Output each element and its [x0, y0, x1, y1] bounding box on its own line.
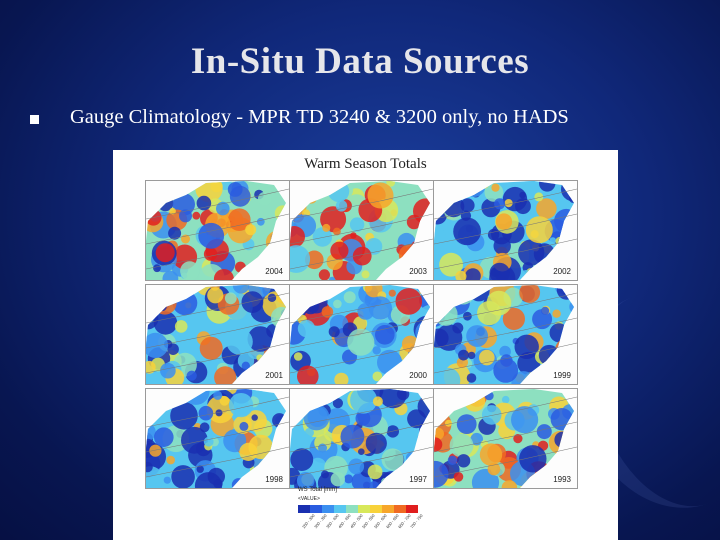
- precip-map: [290, 389, 433, 488]
- map-panel-1997: 1997: [289, 388, 434, 489]
- legend-swatch: [394, 505, 406, 513]
- precip-map: [434, 181, 577, 280]
- panel-year-label: 1997: [409, 475, 427, 484]
- map-panel-2000: 2000: [289, 284, 434, 385]
- precip-map: [146, 389, 289, 488]
- legend-swatch: [322, 505, 334, 513]
- map-panel-1993: 1993: [433, 388, 578, 489]
- precip-map: [146, 285, 289, 384]
- warm-season-figure: Warm Season Totals 2004 2003 2002 2001 2000 1…: [113, 150, 618, 540]
- legend-swatch: [382, 505, 394, 513]
- panel-year-label: 2000: [409, 371, 427, 380]
- precip-map: [290, 285, 433, 384]
- map-panel-1999: 1999: [433, 284, 578, 385]
- figure-title: Warm Season Totals: [304, 156, 427, 172]
- precip-map: [146, 181, 289, 280]
- map-panel-1998: 1998: [145, 388, 290, 489]
- legend-title: WS Total [mm]: [298, 487, 337, 493]
- slide-title: In-Situ Data Sources: [190, 41, 530, 82]
- legend-color-bar: [298, 505, 418, 513]
- legend-swatch: [310, 505, 322, 513]
- bullet-text: Gauge Climatology - MPR TD 3240 & 3200 o…: [70, 106, 569, 128]
- map-panel-2001: 2001: [145, 284, 290, 385]
- legend-subtitle: <VALUE>: [298, 496, 320, 502]
- panel-year-label: 2003: [409, 267, 427, 276]
- map-panel-2003: 2003: [289, 180, 434, 281]
- square-bullet-icon: [30, 115, 39, 124]
- panel-year-label: 2001: [265, 371, 283, 380]
- precip-map: [434, 389, 577, 488]
- precip-map: [290, 181, 433, 280]
- panel-year-label: 2004: [265, 267, 283, 276]
- map-panel-2002: 2002: [433, 180, 578, 281]
- panel-year-label: 1998: [265, 475, 283, 484]
- panel-year-label: 1999: [553, 371, 571, 380]
- legend-swatch: [298, 505, 310, 513]
- panel-year-label: 2002: [553, 267, 571, 276]
- map-panel-2004: 2004: [145, 180, 290, 281]
- precip-map: [434, 285, 577, 384]
- legend-swatch: [370, 505, 382, 513]
- legend-swatch: [358, 505, 370, 513]
- legend-swatch: [406, 505, 418, 513]
- bullet-item: Gauge Climatology - MPR TD 3240 & 3200 o…: [30, 106, 710, 136]
- legend-swatch: [334, 505, 346, 513]
- panel-year-label: 1993: [553, 475, 571, 484]
- legend-swatch: [346, 505, 358, 513]
